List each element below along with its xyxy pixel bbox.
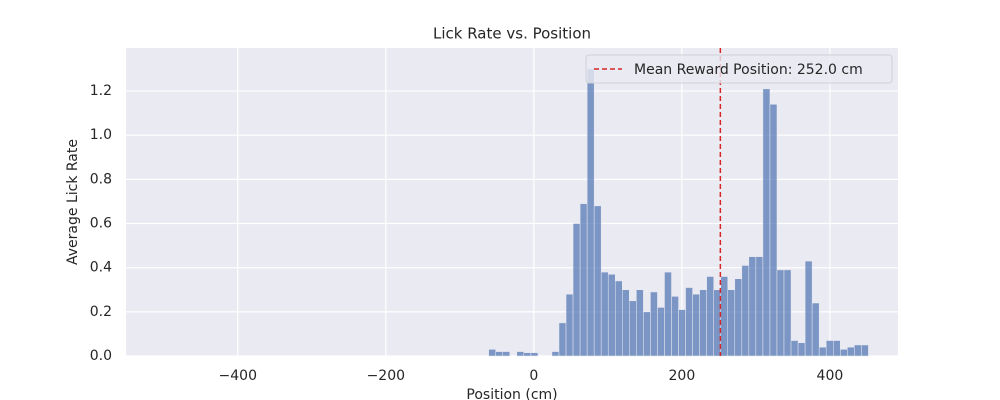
bar: [586, 68, 595, 357]
bar: [622, 289, 630, 357]
bar: [854, 344, 862, 357]
legend-box: [585, 54, 893, 84]
legend-label: Mean Reward Position: 252.0 cm: [634, 62, 863, 78]
bar: [706, 276, 714, 357]
x-tick-label: −400: [219, 368, 257, 384]
bar: [861, 344, 869, 357]
x-tick-label: −200: [367, 368, 405, 384]
bar: [502, 351, 511, 357]
bar: [636, 289, 644, 357]
bar: [685, 287, 693, 357]
bar: [572, 223, 581, 357]
bar: [727, 289, 736, 357]
x-tick-label: 0: [529, 368, 538, 384]
bar: [516, 351, 525, 357]
bar: [551, 351, 560, 357]
bar: [678, 309, 686, 357]
y-tick-label: 0.0: [90, 348, 112, 364]
bar: [593, 205, 602, 357]
bar: [495, 351, 503, 357]
bar: [565, 293, 574, 357]
bar: [579, 203, 588, 357]
bar: [657, 307, 665, 357]
bar: [530, 352, 539, 357]
bar: [699, 289, 707, 357]
bar: [769, 104, 778, 357]
y-tick-label: 1.2: [90, 83, 112, 99]
bar: [818, 346, 827, 357]
bar: [523, 352, 532, 357]
bar: [832, 340, 841, 357]
bar: [847, 346, 855, 357]
bar: [804, 260, 813, 357]
bar: [720, 276, 729, 357]
y-tick-label: 0.2: [90, 304, 112, 320]
bar: [615, 280, 623, 357]
bar: [755, 256, 764, 357]
bar: [797, 342, 806, 357]
bar: [734, 278, 743, 357]
y-tick-label: 0.4: [90, 260, 112, 276]
bar: [748, 256, 757, 357]
x-axis-label: Position (cm): [466, 387, 557, 400]
bar: [811, 302, 820, 357]
y-tick-label: 0.8: [90, 171, 112, 187]
bar: [671, 296, 679, 357]
bar: [790, 340, 799, 357]
bar: [650, 291, 658, 357]
bar: [600, 271, 609, 357]
bar: [741, 265, 750, 357]
x-tick-label: 200: [669, 368, 696, 384]
bar: [558, 322, 567, 357]
y-tick-label: 0.6: [90, 216, 112, 232]
bar: [776, 269, 785, 357]
bar: [664, 271, 672, 357]
x-tick-label: 400: [817, 368, 844, 384]
bar: [762, 88, 771, 357]
bar: [488, 349, 496, 357]
bar: [783, 269, 792, 357]
bar: [643, 311, 651, 357]
bar: [840, 349, 848, 357]
y-axis-label: Average Lick Rate: [65, 139, 81, 265]
bar: [629, 300, 637, 357]
y-tick-label: 1.0: [90, 127, 112, 143]
legend: Mean Reward Position: 252.0 cm: [585, 54, 893, 84]
bar: [692, 293, 700, 357]
bar: [607, 274, 616, 357]
chart-title: Lick Rate vs. Position: [433, 25, 591, 43]
bar: [825, 340, 834, 357]
